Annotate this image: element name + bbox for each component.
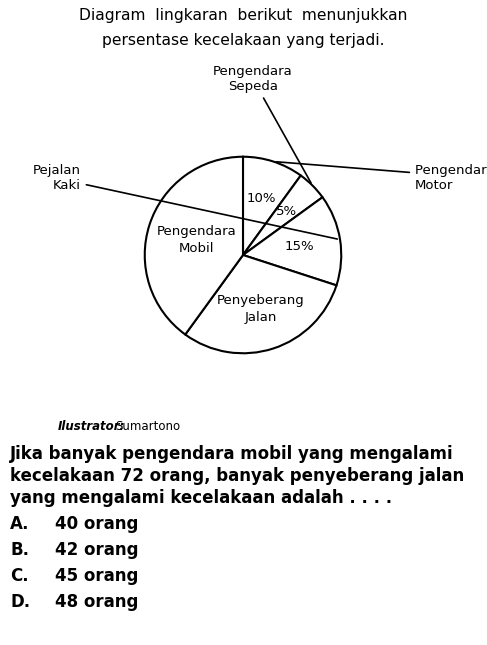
Text: Sumartono: Sumartono: [115, 420, 180, 433]
Text: 15%: 15%: [284, 239, 314, 253]
Text: Pengendara
Sepeda: Pengendara Sepeda: [213, 65, 311, 183]
Text: persentase kecelakaan yang terjadi.: persentase kecelakaan yang terjadi.: [102, 33, 384, 48]
Text: Ilustrator:: Ilustrator:: [58, 420, 125, 433]
Text: Diagram  lingkaran  berikut  menunjukkan: Diagram lingkaran berikut menunjukkan: [79, 8, 407, 23]
Text: kecelakaan 72 orang, banyak penyeberang jalan: kecelakaan 72 orang, banyak penyeberang …: [10, 467, 464, 485]
Text: Penyeberang
Jalan: Penyeberang Jalan: [217, 294, 304, 324]
Text: B.: B.: [10, 541, 29, 559]
Text: 42 orang: 42 orang: [55, 541, 138, 559]
Text: Jika banyak pengendara mobil yang mengalami: Jika banyak pengendara mobil yang mengal…: [10, 445, 453, 463]
Wedge shape: [185, 255, 337, 353]
Text: 5%: 5%: [276, 205, 297, 219]
Text: Pengendara  Sepeda
Motor: Pengendara Sepeda Motor: [276, 162, 487, 192]
Wedge shape: [243, 197, 341, 285]
Text: 40 orang: 40 orang: [55, 515, 138, 533]
Wedge shape: [243, 175, 322, 255]
Wedge shape: [243, 157, 301, 255]
Text: C.: C.: [10, 567, 29, 585]
Text: D.: D.: [10, 593, 30, 611]
Text: 48 orang: 48 orang: [55, 593, 138, 611]
Text: 45 orang: 45 orang: [55, 567, 138, 585]
Text: Pengendara
Mobil: Pengendara Mobil: [156, 225, 236, 255]
Text: Pejalan
Kaki: Pejalan Kaki: [33, 164, 337, 239]
Text: yang mengalami kecelakaan adalah . . . .: yang mengalami kecelakaan adalah . . . .: [10, 489, 392, 507]
Wedge shape: [145, 157, 243, 335]
Text: A.: A.: [10, 515, 30, 533]
Text: 10%: 10%: [246, 192, 276, 205]
